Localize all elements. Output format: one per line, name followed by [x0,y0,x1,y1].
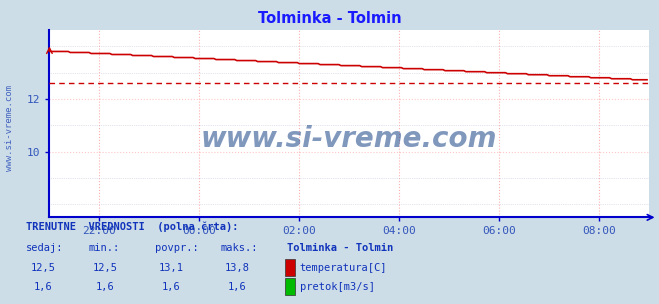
Text: 13,1: 13,1 [159,263,184,273]
Text: pretok[m3/s]: pretok[m3/s] [300,282,375,292]
Text: Tolminka - Tolmin: Tolminka - Tolmin [287,243,393,253]
Text: sedaj:: sedaj: [26,243,64,253]
Text: 13,8: 13,8 [225,263,250,273]
Text: min.:: min.: [89,243,120,253]
Text: 12,5: 12,5 [93,263,118,273]
Text: TRENUTNE  VREDNOSTI  (polna črta):: TRENUTNE VREDNOSTI (polna črta): [26,221,239,232]
Text: 1,6: 1,6 [162,282,181,292]
Text: temperatura[C]: temperatura[C] [300,263,387,273]
Text: www.si-vreme.com: www.si-vreme.com [5,85,14,171]
Text: maks.:: maks.: [221,243,258,253]
Text: 12,5: 12,5 [30,263,55,273]
Text: 1,6: 1,6 [96,282,115,292]
Text: 1,6: 1,6 [34,282,52,292]
Text: povpr.:: povpr.: [155,243,198,253]
Text: www.si-vreme.com: www.si-vreme.com [201,125,498,153]
Text: Tolminka - Tolmin: Tolminka - Tolmin [258,11,401,26]
Text: 1,6: 1,6 [228,282,246,292]
